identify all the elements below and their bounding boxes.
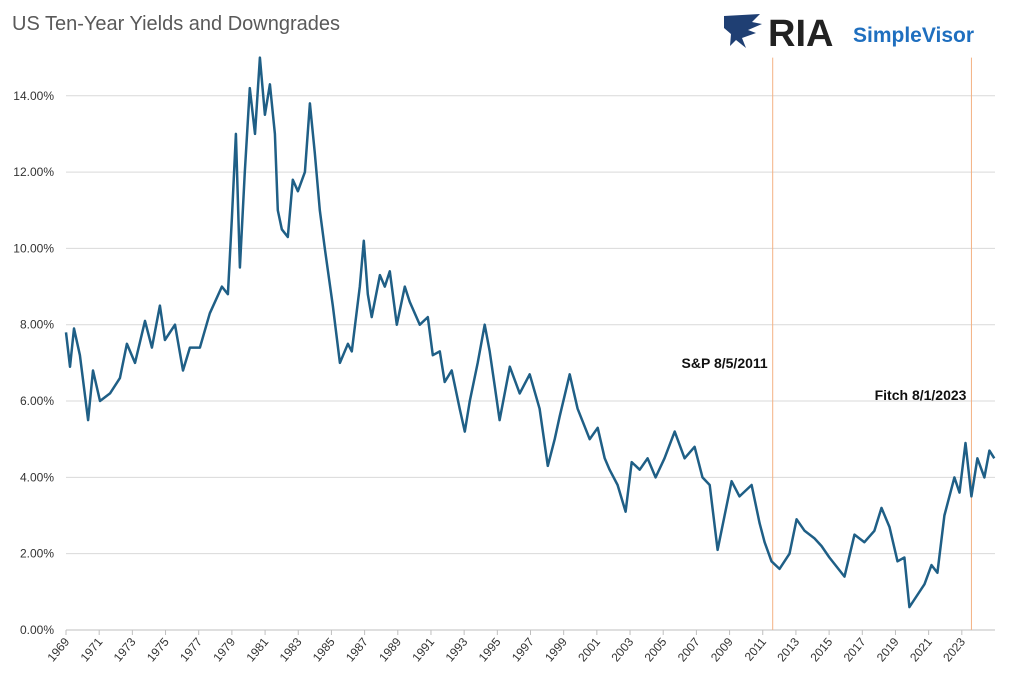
x-tick-label: 1983	[277, 635, 305, 665]
x-tick-label: 1969	[44, 635, 72, 665]
x-tick-label: 1977	[177, 635, 205, 665]
series-line	[64, 56, 996, 609]
x-tick-label: 1999	[542, 635, 570, 665]
x-tick-label: 1991	[409, 635, 437, 665]
logo-product: SimpleVisor	[853, 24, 974, 47]
y-tick-label: 14.00%	[13, 89, 54, 103]
x-tick-label: 1997	[509, 635, 537, 665]
x-tick-label: 2001	[575, 635, 603, 665]
x-tick-label: 2013	[774, 635, 802, 665]
x-tick-label: 2019	[874, 635, 902, 665]
annotation-label: Fitch 8/1/2023	[875, 387, 967, 403]
x-tick-label: 1987	[343, 635, 371, 665]
y-tick-label: 4.00%	[20, 470, 54, 484]
x-tick-label: 1973	[111, 635, 139, 665]
x-tick-label: 1993	[443, 635, 471, 665]
x-tick-label: 1979	[210, 635, 238, 665]
x-tick-label: 2007	[675, 635, 703, 665]
x-tick-label: 1995	[476, 635, 504, 665]
y-tick-label: 12.00%	[13, 165, 54, 179]
y-tick-label: 6.00%	[20, 394, 54, 408]
y-tick-label: 10.00%	[13, 241, 54, 255]
x-tick-label: 2011	[742, 635, 770, 664]
x-tick-label: 2005	[642, 635, 670, 665]
x-tick-label: 2021	[907, 635, 935, 665]
y-tick-label: 8.00%	[20, 318, 54, 332]
x-tick-label: 2009	[708, 635, 736, 665]
x-tick-label: 2023	[940, 635, 968, 665]
x-tick-label: 1981	[243, 635, 271, 665]
x-tick-label: 1975	[144, 635, 172, 665]
chart-title: US Ten-Year Yields and Downgrades	[12, 13, 340, 35]
x-tick-label: 2003	[608, 635, 636, 665]
logo-icon	[724, 14, 762, 48]
logo-brand: RIA	[768, 13, 833, 55]
x-tick-label: 1971	[78, 635, 106, 665]
y-tick-label: 0.00%	[20, 623, 54, 637]
x-tick-label: 2017	[841, 635, 869, 665]
annotation-label: S&P 8/5/2011	[682, 355, 768, 371]
y-tick-label: 2.00%	[20, 547, 54, 561]
logo: RIA SimpleVisor	[724, 13, 974, 55]
x-tick-label: 1985	[310, 635, 338, 665]
x-tick-label: 1989	[376, 635, 404, 665]
x-tick-label: 2015	[808, 635, 836, 665]
